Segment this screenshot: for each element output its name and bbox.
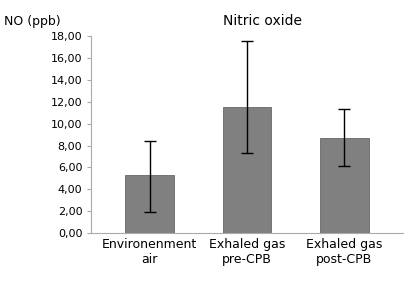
Bar: [320, 138, 369, 233]
Text: Nitric oxide: Nitric oxide: [223, 14, 302, 28]
Text: NO (ppb): NO (ppb): [4, 15, 61, 28]
Bar: [222, 107, 271, 233]
Bar: [125, 175, 174, 233]
